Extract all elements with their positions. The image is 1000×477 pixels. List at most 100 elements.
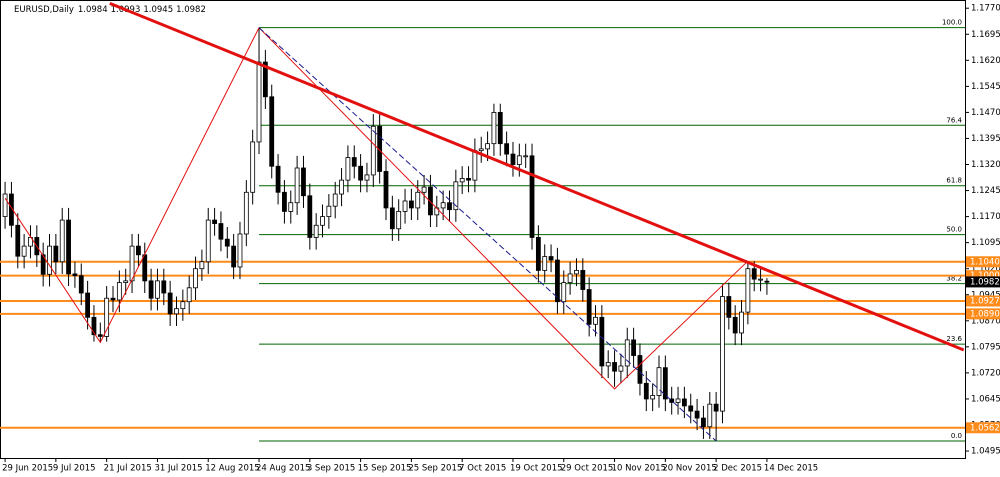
chart-header: EURUSD,Daily 1.0984 1.0993 1.0945 1.0982: [14, 5, 206, 15]
candle-body: [224, 238, 230, 247]
candle-body: [104, 297, 110, 337]
candle-body: [351, 157, 357, 167]
candle-body: [402, 200, 408, 212]
candle-body: [612, 362, 617, 372]
candle-body: [732, 316, 738, 334]
candle-body: [237, 233, 243, 268]
candle-body: [593, 316, 598, 325]
candle-body: [307, 195, 313, 238]
candle-body: [66, 219, 71, 275]
candle-body: [428, 186, 433, 216]
candle-body: [707, 403, 713, 428]
candle-body: [510, 153, 516, 165]
candle-body: [97, 334, 103, 337]
fib-label: 61.8: [946, 177, 962, 185]
candle-body: [618, 365, 624, 372]
candle-body: [701, 417, 706, 428]
y-tick-label: 1.0645: [971, 394, 1000, 404]
candle-body: [47, 245, 52, 275]
x-tick-label: 29 Jun 2015: [2, 464, 53, 474]
level-label: 1.0562: [970, 423, 1000, 433]
candle-body: [586, 289, 592, 325]
candle-body: [389, 207, 395, 230]
candle-body: [116, 282, 122, 301]
candle-body: [205, 219, 211, 263]
fib-label: 23.6: [946, 335, 962, 343]
candle-body: [9, 193, 14, 226]
y-tick-label: 1.1320: [971, 160, 1000, 170]
candle-body: [656, 367, 662, 396]
y-tick-label: 1.1395: [971, 134, 1000, 144]
candle-body: [745, 268, 751, 313]
level-label-box: [966, 270, 1000, 282]
candle-body: [332, 193, 338, 207]
fib-anchor-line: [258, 27, 717, 442]
candle-body: [548, 256, 554, 261]
candle-body: [262, 61, 268, 98]
candle-body: [466, 178, 471, 181]
header-low: 1.0945: [143, 5, 173, 15]
candle-body: [370, 125, 376, 176]
y-tick-label: 1.1245: [971, 186, 1000, 196]
candle-body: [574, 270, 579, 275]
y-tick-label: 1.1695: [971, 30, 1000, 40]
chart-title: EURUSD,Daily: [14, 5, 74, 15]
x-tick-label: 20 Nov 2015: [662, 464, 716, 474]
x-tick-label: 19 Oct 2015: [510, 464, 563, 474]
fib-label: 100.0: [942, 19, 962, 27]
candle-body: [605, 362, 611, 367]
candle-body: [155, 280, 160, 299]
candle-body: [669, 398, 675, 403]
candle-body: [523, 155, 529, 158]
level-label: 1.0927: [970, 297, 1000, 307]
y-tick-label: 1.0945: [971, 290, 1000, 300]
y-tick-label: 1.0870: [971, 316, 1000, 326]
candle-body: [447, 202, 452, 211]
candle-body: [675, 398, 681, 403]
candle-body: [186, 287, 192, 303]
x-tick-label: 24 Aug 2015: [256, 464, 310, 474]
candle-body: [199, 261, 205, 270]
candle-body: [269, 96, 275, 167]
candle-body: [421, 186, 427, 193]
y-tick-label: 1.1545: [971, 82, 1000, 92]
candle-body: [129, 245, 135, 282]
plot-area: [0, 0, 966, 459]
y-tick-label: 1.0495: [971, 447, 1000, 457]
candle-body: [110, 297, 116, 301]
x-tick-label: 15 Sep 2015: [358, 464, 412, 474]
candle-body: [345, 157, 351, 181]
candle-body: [231, 245, 237, 268]
candle-body: [167, 292, 173, 315]
candle-body: [485, 143, 490, 150]
candle-body: [294, 167, 300, 204]
candle-body: [650, 395, 656, 400]
candle-body: [136, 245, 141, 256]
candle-body: [288, 202, 294, 212]
candle-body: [250, 141, 256, 193]
level-label: 1.0890: [970, 309, 1000, 319]
x-tick-label: 14 Dec 2015: [764, 464, 818, 474]
candle-body: [383, 171, 389, 209]
candle-body: [396, 210, 402, 230]
candle-body: [358, 165, 364, 181]
candle-body: [91, 316, 97, 336]
candle-body: [643, 382, 649, 400]
candle-body: [212, 219, 217, 224]
candle-body: [567, 273, 573, 283]
candle-body: [53, 245, 59, 263]
x-tick-label: 9 Jul 2015: [53, 464, 96, 474]
x-tick-label: 7 Oct 2015: [459, 464, 506, 474]
candle-body: [256, 61, 262, 143]
price-label: 1.0982: [970, 277, 1000, 287]
candle-body: [148, 280, 154, 299]
candle-body: [193, 268, 198, 289]
candle-body: [2, 193, 8, 218]
candle-body: [472, 150, 478, 181]
candle-body: [313, 224, 319, 238]
candle-body: [218, 223, 224, 240]
candle-body: [637, 355, 643, 384]
candle-body: [529, 155, 535, 238]
level-label-box: [966, 256, 1000, 268]
